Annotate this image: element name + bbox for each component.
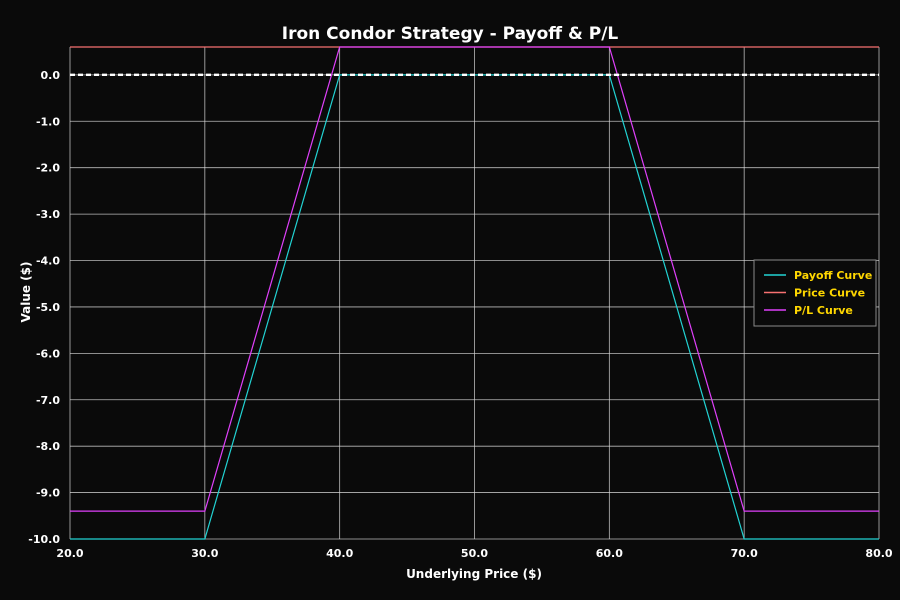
y-tick-label: -1.0: [36, 115, 60, 128]
x-tick-label: 50.0: [461, 547, 488, 560]
x-tick-label: 60.0: [596, 547, 623, 560]
y-tick-labels: 0.0 -1.0 -2.0 -3.0 -4.0 -5.0 -6.0 -7.0 -8.0 -9.0 -…: [28, 69, 60, 546]
y-tick-label: -9.0: [36, 487, 60, 500]
x-tick-labels: 20.0 30.0 40.0 50.0 60.0 70.0 80.0: [56, 547, 892, 560]
y-axis-label: Value ($): [19, 261, 33, 322]
x-tick-label: 30.0: [191, 547, 218, 560]
y-tick-label: -4.0: [36, 255, 60, 268]
legend-entry: P/L Curve: [794, 304, 853, 317]
y-tick-label: 0.0: [41, 69, 61, 82]
legend-entry: Price Curve: [794, 287, 865, 300]
y-tick-label: -6.0: [36, 347, 60, 360]
x-tick-label: 80.0: [865, 547, 892, 560]
grid: [69, 47, 880, 540]
x-tick-label: 20.0: [56, 547, 83, 560]
y-tick-label: -10.0: [28, 533, 60, 546]
y-tick-label: -5.0: [36, 301, 60, 314]
y-tick-label: -7.0: [36, 394, 60, 407]
series-line-p-l-curve: [70, 46, 879, 512]
legend: Payoff Curve Price Curve P/L Curve: [753, 259, 877, 327]
x-tick-label: 70.0: [731, 547, 758, 560]
y-tick-label: -2.0: [36, 162, 60, 175]
chart-title: Iron Condor Strategy - Payoff & P/L: [282, 24, 619, 44]
legend-entry: Payoff Curve: [794, 269, 872, 282]
y-tick-label: -8.0: [36, 440, 60, 453]
plot-area: [70, 46, 879, 540]
y-tick-label: -3.0: [36, 208, 60, 221]
x-tick-label: 40.0: [326, 547, 353, 560]
x-axis-label: Underlying Price ($): [406, 567, 542, 581]
